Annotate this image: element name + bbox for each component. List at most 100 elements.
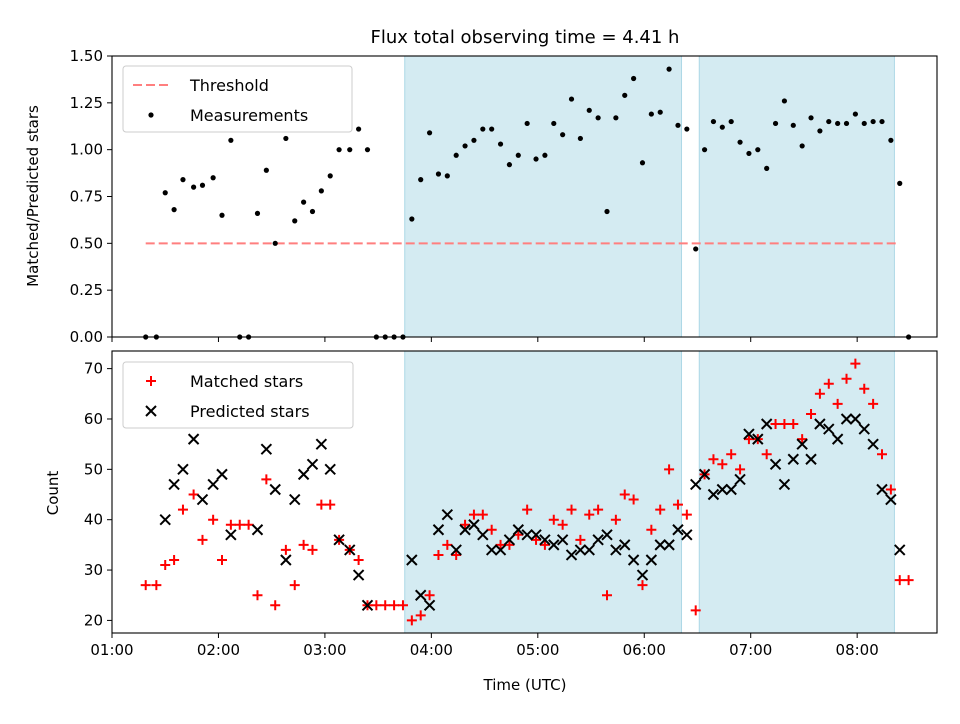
- matched-stars-point: [406, 615, 417, 626]
- bottom-y-tick-label: 40: [84, 511, 103, 529]
- bottom-panel: 20 30 40 50 60 70 01:00 02:00 03:00 04:00 05:00 06:…: [84, 350, 938, 659]
- legend-label: Threshold: [189, 76, 269, 95]
- measurement-point: [835, 120, 841, 127]
- bottom-y-tick-label: 20: [84, 611, 103, 629]
- matched-stars-point: [160, 560, 171, 571]
- top-y-tick-label: 1.25: [70, 94, 103, 112]
- matched-stars-point: [584, 509, 595, 520]
- predicted-stars-point: [601, 529, 613, 541]
- matched-stars-point: [415, 610, 426, 621]
- bottom-shaded-interval: [404, 350, 683, 634]
- legend-label: Matched stars: [190, 372, 303, 391]
- matched-stars-point: [557, 519, 568, 530]
- predicted-stars-point: [159, 513, 171, 526]
- matched-stars-point: [646, 524, 657, 535]
- measurement-point: [675, 122, 681, 128]
- measurement-point: [480, 126, 486, 132]
- measurement-point: [764, 165, 770, 171]
- matched-stars-point: [208, 514, 219, 525]
- measurement-point: [515, 152, 521, 158]
- predicted-stars-point: [548, 539, 560, 551]
- predicted-stars-point: [663, 539, 675, 551]
- matched-stars-point: [486, 524, 497, 535]
- measurement-point: [728, 118, 734, 125]
- predicted-stars-point: [743, 428, 755, 440]
- matched-stars-point: [522, 504, 533, 515]
- predicted-stars-point: [778, 478, 791, 491]
- matched-stars-point: [610, 514, 621, 525]
- measurement-point: [191, 184, 197, 190]
- predicted-stars-point: [521, 529, 533, 541]
- measurement-point: [318, 188, 324, 194]
- matched-stars-point: [823, 378, 834, 389]
- predicted-stars-point: [216, 468, 228, 481]
- bottom-x-tick-label: 07:00: [729, 641, 772, 659]
- measurement-point: [781, 98, 788, 104]
- bottom-x-tick-label: 08:00: [836, 641, 879, 659]
- predicted-stars-point: [207, 478, 219, 491]
- measurement-point: [888, 137, 894, 143]
- measurement-point: [870, 118, 876, 125]
- measurement-point: [755, 147, 761, 153]
- predicted-stars-point: [627, 554, 640, 566]
- measurement-point: [746, 150, 752, 157]
- bottom-y-tick-label: 50: [84, 460, 103, 478]
- predicted-stars-point: [592, 534, 604, 546]
- measurement-point: [489, 126, 495, 132]
- measurement-point: [852, 111, 858, 117]
- matched-stars-point: [531, 534, 542, 545]
- bottom-x-tick-label: 01:00: [90, 641, 133, 659]
- predicted-stars-point: [315, 438, 328, 450]
- predicted-stars-point: [333, 534, 345, 546]
- matched-stars-point: [672, 499, 683, 510]
- predicted-stars-point: [787, 453, 799, 465]
- matched-stars-point: [468, 509, 479, 520]
- predicted-stars-point: [734, 473, 746, 486]
- predicted-stars-point: [760, 418, 773, 430]
- matched-stars-point: [877, 449, 887, 460]
- top-y-tick-label: 0.25: [70, 281, 103, 299]
- measurement-point: [533, 156, 539, 162]
- measurement-point: [879, 118, 885, 125]
- predicted-stars-point: [280, 554, 292, 566]
- predicted-stars-point: [823, 423, 835, 435]
- bottom-y-tick-label: 60: [84, 410, 103, 428]
- top-y-tick-label: 0.50: [70, 234, 103, 252]
- matched-stars-point: [252, 590, 263, 601]
- top-y-tick-label: 0.75: [70, 188, 103, 206]
- matched-stars-point: [548, 514, 559, 525]
- matched-stars-point: [280, 544, 291, 555]
- predicted-stars-point: [477, 529, 489, 541]
- measurement-point: [719, 124, 725, 130]
- predicted-stars-point: [654, 539, 666, 551]
- predicted-stars-point: [539, 534, 551, 546]
- predicted-stars-point: [769, 458, 782, 471]
- predicted-stars-point: [849, 413, 862, 425]
- measurement-point: [364, 147, 371, 153]
- predicted-stars-point: [707, 488, 720, 501]
- top-shaded-interval: [404, 55, 683, 338]
- measurement-point: [772, 120, 779, 127]
- measurement-point: [568, 96, 575, 102]
- measurement-point: [595, 115, 601, 121]
- matched-stars-point: [850, 358, 861, 369]
- measurement-point: [657, 109, 663, 115]
- matched-stars-point: [566, 504, 577, 515]
- predicted-stars-point: [494, 544, 507, 556]
- predicted-stars-point: [610, 544, 622, 556]
- bottom-x-tick-label: 06:00: [623, 641, 666, 659]
- predicted-stars-point: [415, 589, 427, 601]
- matched-stars-point: [832, 398, 843, 409]
- matched-stars-point: [433, 549, 444, 560]
- matched-stars-point: [664, 464, 675, 475]
- predicted-stars-point: [187, 433, 200, 445]
- bottom-y-tick-label: 70: [84, 360, 103, 378]
- measurement-point: [710, 118, 717, 125]
- matched-stars-point: [371, 600, 382, 611]
- legend-label: Predicted stars: [190, 402, 310, 421]
- top-panel: 0.00 0.25 0.50 0.75 1.00 1.25 1.50 Threshold Mea…: [70, 47, 938, 346]
- predicted-stars-point: [690, 478, 702, 491]
- measurement-point: [444, 173, 450, 179]
- matched-stars-point: [779, 419, 790, 430]
- measurement-point: [219, 212, 225, 218]
